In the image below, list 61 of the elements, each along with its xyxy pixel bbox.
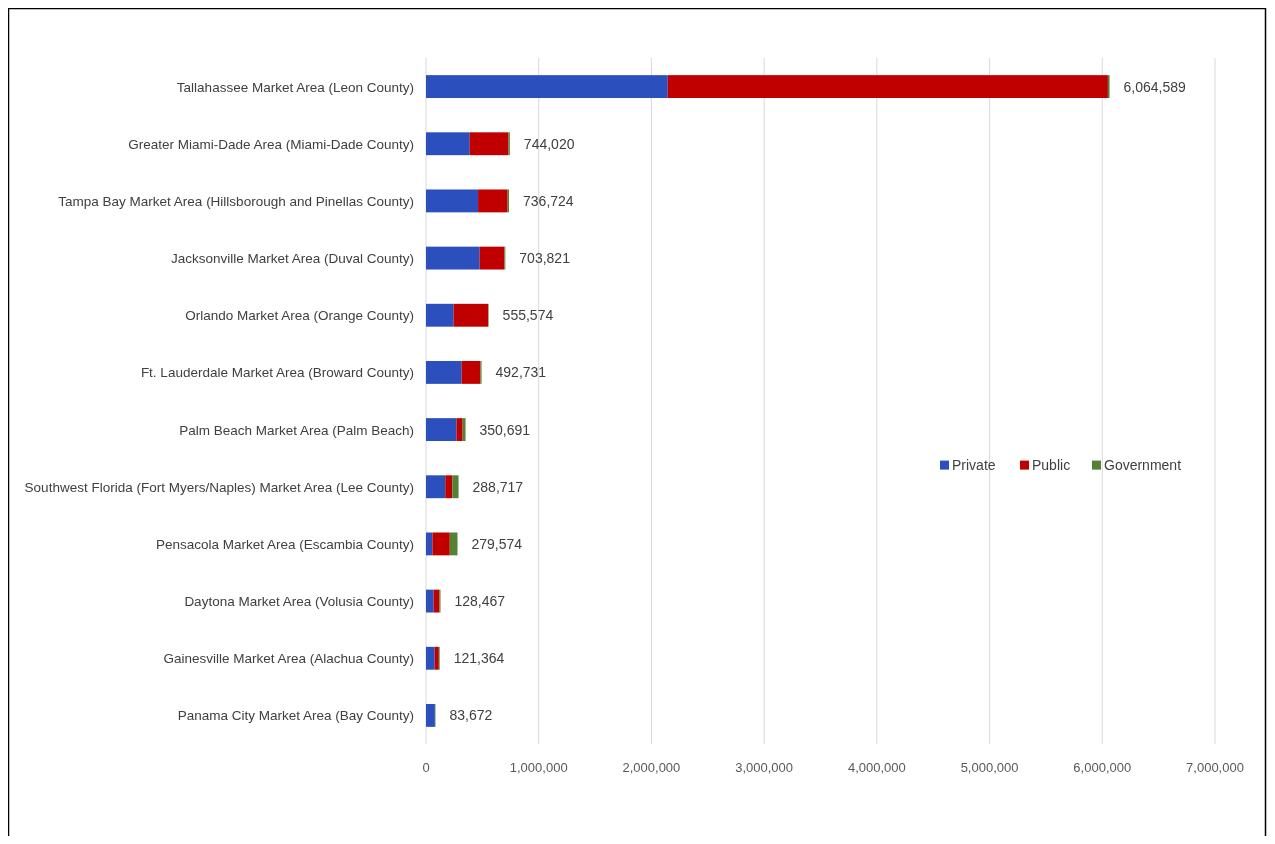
bar (469, 132, 509, 156)
bar (432, 532, 450, 556)
total-label: 736,724 (523, 192, 574, 209)
x-tick-label: 2,000,000 (622, 760, 681, 775)
bar (426, 132, 470, 156)
bar (426, 475, 446, 499)
y-tick-label: Gainesville Market Area (Alachua County) (163, 651, 414, 667)
x-tick-label: 3,000,000 (735, 760, 794, 775)
legend-label: Government (1104, 456, 1182, 473)
bar (462, 418, 466, 442)
y-tick-label: Jacksonville Market Area (Duval County) (170, 251, 414, 267)
total-label: 121,364 (453, 650, 505, 667)
bar (426, 75, 668, 99)
bar (426, 418, 457, 442)
y-tick-label: Pensacola Market Area (Escambia County) (155, 536, 414, 552)
bar (479, 246, 505, 270)
y-tick-label: Orlando Market Area (Orange County) (185, 308, 414, 324)
total-label: 555,574 (502, 307, 554, 324)
total-label: 492,731 (495, 364, 547, 381)
bar (426, 589, 434, 613)
x-tick-label: 7,000,000 (1186, 760, 1244, 775)
x-tick-label: 4,000,000 (847, 760, 906, 775)
total-label: 6,064,589 (1123, 78, 1187, 95)
bar (667, 75, 1108, 99)
legend-label: Private (952, 456, 996, 473)
y-tick-label: Ft. Lauderdale Market Area (Broward County) (140, 365, 414, 381)
total-label: 350,691 (479, 421, 531, 438)
legend-label: Public (1032, 456, 1071, 473)
y-tick-label: Palm Beach Market Area (Palm Beach) (179, 422, 414, 438)
bar (426, 703, 435, 727)
bar (426, 532, 433, 556)
bar (426, 360, 462, 384)
y-tick-label: Southwest Florida (Fort Myers/Naples) Market Area (Lee County) (24, 479, 414, 495)
bar (433, 589, 440, 613)
bar (426, 189, 479, 213)
bar (452, 475, 459, 499)
bar (426, 246, 480, 270)
bar (478, 189, 508, 213)
total-label: 288,717 (472, 478, 524, 495)
bar (445, 475, 453, 499)
x-tick-label: 0 (422, 760, 430, 775)
bar (426, 303, 454, 327)
total-label: 83,672 (449, 707, 493, 724)
bar (449, 532, 458, 556)
total-label: 128,467 (454, 593, 506, 610)
x-tick-label: 1,000,000 (509, 760, 568, 775)
bar (453, 303, 489, 327)
y-tick-label: Daytona Market Area (Volusia County) (184, 594, 414, 610)
bar (434, 646, 439, 670)
bar (456, 418, 463, 442)
y-tick-label: Greater Miami-Dade Area (Miami-Dade County) (128, 136, 414, 152)
y-tick-label: Panama City Market Area (Bay County) (177, 708, 414, 724)
bar (461, 360, 481, 384)
y-tick-label: Tallahassee Market Area (Leon County) (176, 79, 414, 95)
total-label: 279,574 (471, 535, 523, 552)
x-tick-label: 5,000,000 (960, 760, 1019, 775)
bar (426, 646, 435, 670)
total-label: 744,020 (523, 135, 575, 152)
x-tick-label: 6,000,000 (1073, 760, 1132, 775)
y-tick-label: Tampa Bay Market Area (Hillsborough and Pinellas County) (58, 193, 414, 209)
total-label: 703,821 (519, 250, 571, 267)
